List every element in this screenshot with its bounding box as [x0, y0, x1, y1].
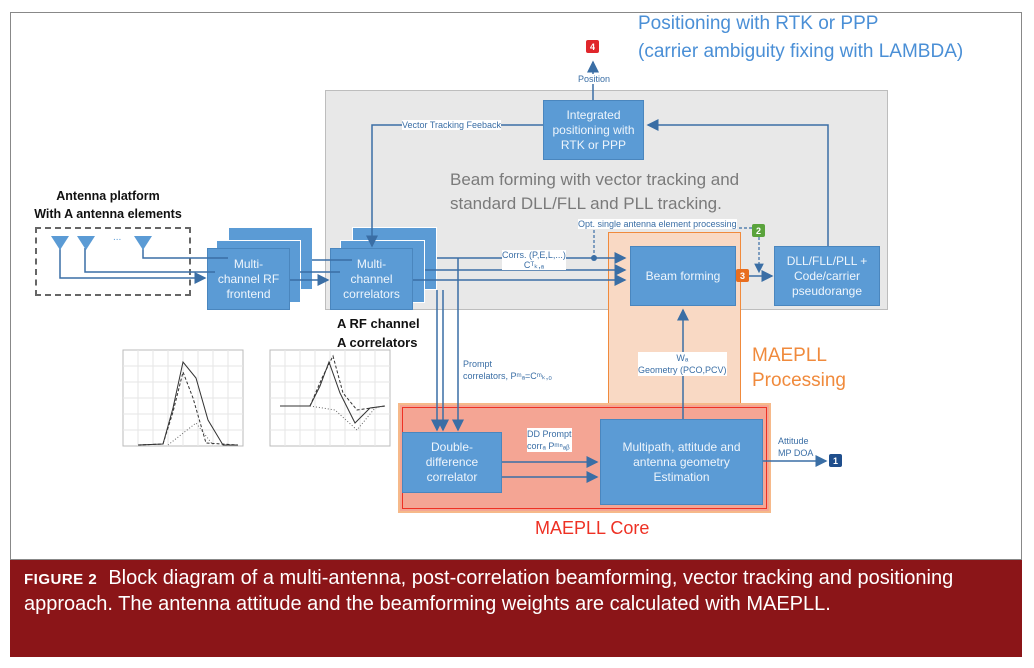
a-rf-channel-label: A RF channel A correlators — [337, 314, 420, 352]
correlators-block: Multi-channel correlators — [330, 248, 413, 310]
region-label-line-2: standard DLL/FLL and PLL tracking. — [450, 194, 722, 213]
dd-prompt-line-1: DD Prompt — [527, 429, 572, 439]
prompt-line-1: Prompt — [463, 359, 493, 369]
antenna-platform-label: Antenna platform With A antenna elements — [18, 187, 198, 223]
weights-line-2: Geometry (PCO,PCV) — [638, 365, 727, 375]
weights-line-1: Wₐ — [676, 353, 689, 363]
dd-prompt-label: DD Prompt corrₐ Pᵐⁿₐᵦ — [527, 428, 572, 452]
figure-frame — [10, 12, 1022, 560]
figure-caption: FIGURE 2 Block diagram of a multi-antenn… — [10, 560, 1022, 657]
opt-single-antenna-label: Opt. single antenna element processing — [578, 219, 737, 229]
title-line-1: Positioning with RTK or PPP — [638, 13, 879, 34]
caption-label: FIGURE 2 — [24, 571, 98, 588]
diagram-title: Positioning with RTK or PPP (carrier amb… — [638, 10, 963, 66]
vector-tracking-label: Beam forming with vector tracking and st… — [450, 168, 739, 216]
badge-4: 4 — [586, 40, 599, 53]
dd-prompt-line-2: corrₐ Pᵐⁿₐᵦ — [527, 441, 570, 451]
vector-tracking-feedback-label: Vector Tracking Feeback — [402, 120, 502, 130]
badge-3: 3 — [736, 269, 749, 282]
antenna-label-line-1: Antenna platform — [56, 189, 160, 203]
weights-geometry-label: Wₐ Geometry (PCO,PCV) — [638, 352, 727, 376]
corrs-line-2: Cᵀₖ,ₐ — [523, 260, 544, 270]
antenna-element-icons — [51, 236, 152, 250]
connector-arrows — [51, 60, 829, 483]
double-difference-correlator-block: Double-difference correlator — [402, 432, 502, 493]
correlation-plot-2 — [269, 349, 391, 447]
attitude-line-2: MP DOA — [778, 448, 814, 458]
attitude-label: Attitude MP DOA — [778, 435, 813, 459]
integrated-positioning-block: Integrated positioning with RTK or PPP — [543, 100, 644, 160]
multipath-attitude-estimation-block: Multipath, attitude and antenna geometry… — [600, 419, 763, 505]
corrs-line-1: Corrs. (P,E,L,...) — [502, 250, 566, 260]
correlation-plot-1 — [122, 349, 244, 447]
attitude-line-1: Attitude — [778, 436, 809, 446]
maepll-processing-line-1: MAEPLL — [752, 345, 827, 366]
dll-fll-pll-block: DLL/FLL/PLL + Code/carrier pseudorange — [774, 246, 880, 306]
maepll-processing-label: MAEPLL Processing — [752, 343, 846, 393]
a-rf-line-2: A correlators — [337, 335, 418, 350]
beam-forming-block: Beam forming — [630, 246, 736, 306]
antenna-label-line-2: With A antenna elements — [34, 207, 182, 221]
badge-2: 2 — [752, 224, 765, 237]
maepll-processing-line-2: Processing — [752, 370, 846, 391]
prompt-line-2: correlators, Pᵐₐ=Cᵐₖ,₀ — [463, 371, 552, 381]
maepll-core-label: MAEPLL Core — [535, 518, 650, 538]
antenna-platform-box — [35, 227, 191, 296]
prompt-correlators-label: Prompt correlators, Pᵐₐ=Cᵐₖ,₀ — [463, 358, 552, 382]
region-label-line-1: Beam forming with vector tracking and — [450, 170, 740, 189]
antenna-ellipsis: ... — [113, 232, 122, 243]
position-label: Position — [578, 74, 611, 84]
corrs-label: Corrs. (P,E,L,...) Cᵀₖ,ₐ — [502, 250, 566, 270]
title-line-2: (carrier ambiguity fixing with LAMBDA) — [638, 41, 964, 62]
a-rf-line-1: A RF channel — [337, 316, 420, 331]
caption-text: Block diagram of a multi-antenna, post-c… — [24, 567, 954, 615]
badge-1: 1 — [829, 454, 842, 467]
